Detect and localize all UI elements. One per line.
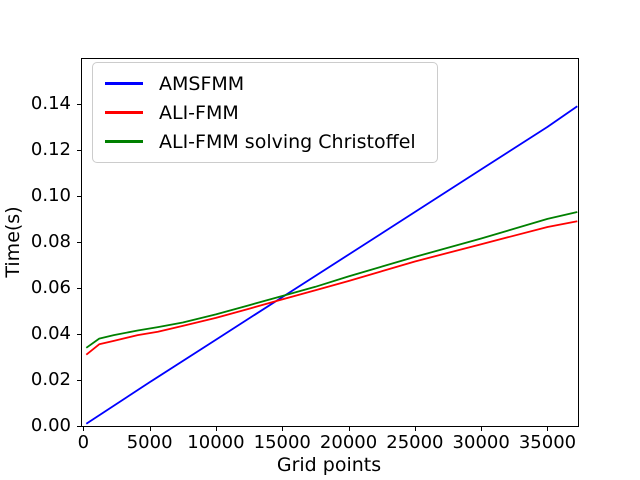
- legend-line-sample: [105, 82, 143, 85]
- series-line-ali-fmm-solving-christoffel: [85, 211, 578, 349]
- x-tick-label: 10000: [187, 432, 245, 453]
- y-tick-label: 0.04: [30, 322, 71, 344]
- legend-label: ALI-FMM solving Christoffel: [159, 130, 416, 153]
- y-tick-mark: [77, 333, 81, 335]
- plot-area: [81, 58, 579, 427]
- y-tick-mark: [77, 287, 81, 289]
- legend-item: ALI-FMM solving Christoffel: [93, 127, 427, 156]
- x-tick-label: 35000: [518, 432, 577, 453]
- x-tick-mark: [481, 427, 483, 431]
- y-tick-mark: [77, 241, 81, 243]
- legend-label: ALI-FMM: [159, 101, 239, 124]
- x-tick-label: 20000: [319, 432, 378, 453]
- legend-line-sample: [105, 140, 143, 143]
- legend-line-sample: [105, 111, 143, 114]
- x-tick-mark: [83, 427, 85, 431]
- x-tick-label: 0: [77, 432, 90, 453]
- legend-label: AMSFMM: [159, 72, 245, 95]
- x-tick-mark: [215, 427, 217, 431]
- y-tick-label: 0.10: [30, 184, 71, 206]
- series-line-ali-fmm: [85, 220, 578, 356]
- line-chart: [85, 105, 578, 425]
- y-tick-mark: [77, 149, 81, 151]
- x-tick-label: 30000: [452, 432, 510, 453]
- y-tick-label: 0.14: [30, 92, 71, 114]
- x-tick-mark: [348, 427, 350, 431]
- x-tick-mark: [547, 427, 549, 431]
- x-axis-label: Grid points: [276, 454, 382, 476]
- y-tick-label: 0.06: [30, 276, 71, 298]
- y-tick-label: 0.02: [30, 368, 71, 390]
- y-axis-label: Time(s): [2, 206, 24, 278]
- y-tick-label: 0.00: [30, 415, 71, 436]
- y-tick-label: 0.12: [30, 138, 71, 160]
- x-tick-label: 5000: [126, 432, 173, 453]
- legend-item: ALI-FMM: [93, 98, 427, 127]
- legend: AMSFMM ALI-FMM ALI-FMM solving Christoffel: [92, 62, 438, 163]
- series-line-amsfmm: [85, 105, 578, 425]
- legend-item: AMSFMM: [93, 69, 427, 98]
- y-tick-mark: [77, 195, 81, 197]
- y-tick-mark: [77, 426, 81, 427]
- y-tick-label: 0.08: [30, 230, 71, 252]
- x-tick-label: 15000: [253, 432, 311, 453]
- x-tick-label: 25000: [386, 432, 444, 453]
- y-tick-mark: [77, 379, 81, 381]
- y-tick-mark: [77, 103, 81, 105]
- x-tick-mark: [282, 427, 284, 431]
- x-tick-mark: [149, 427, 151, 431]
- x-tick-mark: [414, 427, 416, 431]
